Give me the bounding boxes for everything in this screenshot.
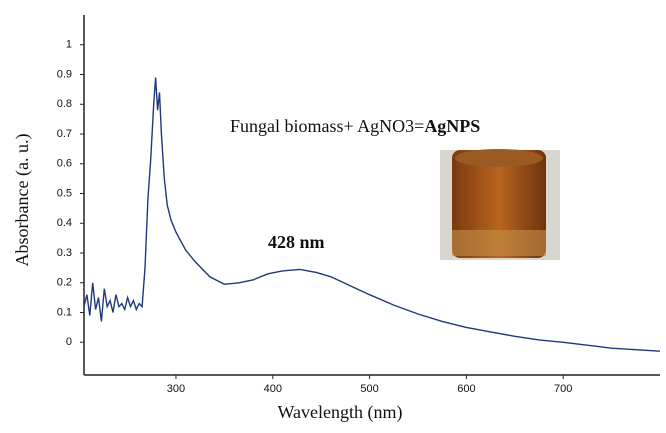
annotation-bold: AgNPS [424,116,480,136]
vial-photo [440,149,560,260]
y-tick-label: 0.3 [57,247,72,259]
y-tick-label: 0 [66,336,72,348]
y-tick-label: 0.4 [57,217,72,229]
x-tick-label: 500 [360,383,378,395]
y-axis-title: Absorbance (a. u.) [12,134,33,267]
x-axis-title: Wavelength (nm) [277,402,402,423]
y-tick-label: 0.8 [57,98,72,110]
x-tick-label: 700 [554,383,572,395]
annotation: Fungal biomass+ AgNO3= [230,116,424,136]
y-tick-label: 1 [66,39,72,51]
y-tick-label: 0.6 [57,158,72,170]
y-tick-label: 0.2 [57,277,72,289]
y-tick-label: 0.5 [57,187,72,199]
x-tick-label: 400 [264,383,282,395]
x-tick-label: 300 [167,383,185,395]
y-tick-label: 0.1 [57,306,72,318]
x-tick-label: 600 [457,383,475,395]
peak-label: 428 nm [268,232,325,252]
y-tick-label: 0.9 [57,68,72,80]
spectrum-line [83,77,661,352]
y-tick-label: 0.7 [57,128,72,140]
